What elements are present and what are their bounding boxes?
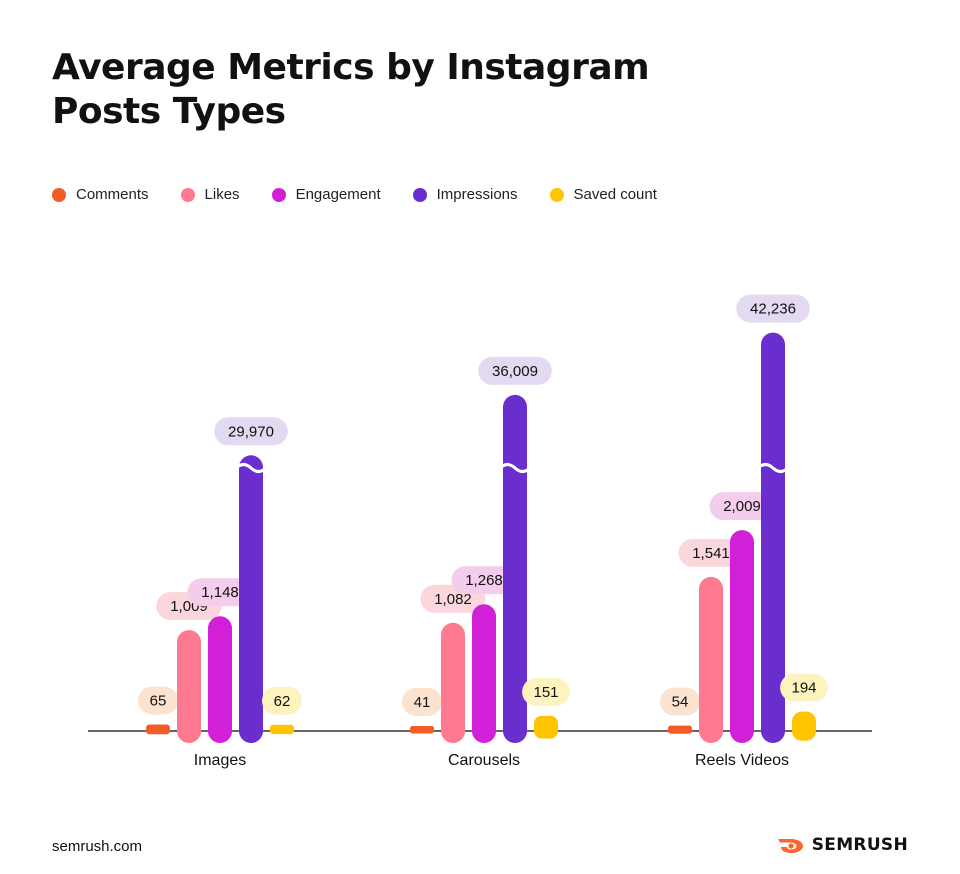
value-label-reels-videos-comments: 54: [672, 694, 689, 711]
value-label-images-saved-count: 62: [274, 693, 291, 710]
category-label-images: Images: [194, 752, 246, 769]
value-label-carousels-engagement: 1,268: [465, 572, 503, 589]
value-pill-reels-videos-engagement: [709, 492, 775, 521]
value-pill-reels-videos-comments: [660, 687, 700, 716]
value-label-images-comments: 65: [150, 693, 167, 710]
bar-carousels-likes: [441, 622, 465, 743]
value-label-carousels-impressions: 36,009: [492, 363, 538, 380]
legend-swatch-likes: [180, 187, 195, 202]
value-label-images-impressions: 29,970: [228, 423, 274, 440]
bar-reels-videos-impressions: [761, 332, 785, 743]
value-label-reels-videos-impressions: 42,236: [750, 301, 796, 318]
bar-images-impressions: [239, 455, 263, 743]
legend-item-impressions: Impressions: [412, 186, 518, 203]
value-pill-reels-videos-likes: [678, 538, 744, 567]
category-label-reels-videos: Reels Videos: [695, 752, 789, 769]
bar-images-engagement: [208, 616, 232, 743]
value-pill-reels-videos-impressions: [736, 294, 810, 323]
bar-images-likes: [177, 630, 201, 743]
bar-carousels-impressions: [503, 394, 527, 743]
value-label-reels-videos-saved-count: 194: [791, 680, 816, 697]
bar-carousels-saved-count: [534, 715, 558, 739]
value-label-carousels-comments: 41: [414, 694, 431, 711]
axis-break-carousels: [498, 463, 532, 473]
legend-label-impressions: Impressions: [436, 186, 518, 203]
semrush-logo: SEMRUSH: [776, 835, 908, 855]
legend-label-likes: Likes: [204, 186, 240, 203]
legend-swatch-comments: [52, 187, 66, 202]
value-pill-carousels-impressions: [478, 356, 552, 385]
bar-reels-videos-likes: [699, 576, 723, 743]
chart-title: Average Metrics by Instagram Posts Types: [52, 46, 672, 134]
bar-reels-videos-saved-count: [792, 711, 816, 741]
value-label-reels-videos-engagement: 2,009: [723, 498, 761, 515]
semrush-flame-icon: [777, 839, 803, 853]
bar-images-saved-count: [270, 724, 294, 735]
legend-item-engagement: Engagement: [271, 186, 381, 203]
value-pill-carousels-engagement: [451, 566, 517, 595]
value-pill-images-engagement: [187, 578, 253, 607]
legend-label-comments: Comments: [76, 186, 149, 203]
legend: Comments Likes Engagement Impressions Sa…: [52, 186, 657, 203]
legend-item-likes: Likes: [180, 186, 240, 203]
bar-images-comments: [146, 724, 170, 735]
value-pill-images-saved-count: [262, 686, 302, 715]
value-pill-carousels-saved-count: [522, 677, 570, 706]
axis-break-images: [234, 463, 268, 473]
legend-item-comments: Comments: [52, 186, 149, 203]
bar-reels-videos-comments: [668, 725, 692, 734]
value-label-carousels-saved-count: 151: [533, 684, 558, 701]
legend-swatch-engagement: [271, 187, 286, 202]
category-label-carousels: Carousels: [448, 752, 520, 769]
value-pill-images-impressions: [214, 417, 288, 446]
legend-label-saved-count: Saved count: [573, 186, 657, 203]
title-line-2: Posts Types: [52, 91, 286, 132]
footer-url: semrush.com: [52, 838, 143, 855]
brand-name: SEMRUSH: [811, 835, 908, 855]
value-pill-carousels-comments: [402, 688, 442, 716]
legend-swatch-saved-count: [549, 187, 564, 202]
value-label-carousels-likes: 1,082: [434, 591, 472, 608]
bar-reels-videos-engagement: [730, 530, 754, 743]
title-line-1: Average Metrics by Instagram: [52, 47, 650, 88]
legend-swatch-impressions: [412, 187, 427, 202]
bar-carousels-engagement: [472, 604, 496, 743]
value-pill-reels-videos-saved-count: [780, 673, 828, 702]
legend-label-engagement: Engagement: [295, 186, 381, 203]
axis-break-reels-videos: [756, 463, 790, 473]
value-label-images-engagement: 1,148: [201, 584, 239, 601]
legend-item-saved-count: Saved count: [549, 186, 657, 203]
value-pill-images-comments: [138, 686, 178, 715]
value-label-reels-videos-likes: 1,541: [692, 545, 730, 562]
bar-carousels-comments: [410, 726, 434, 734]
